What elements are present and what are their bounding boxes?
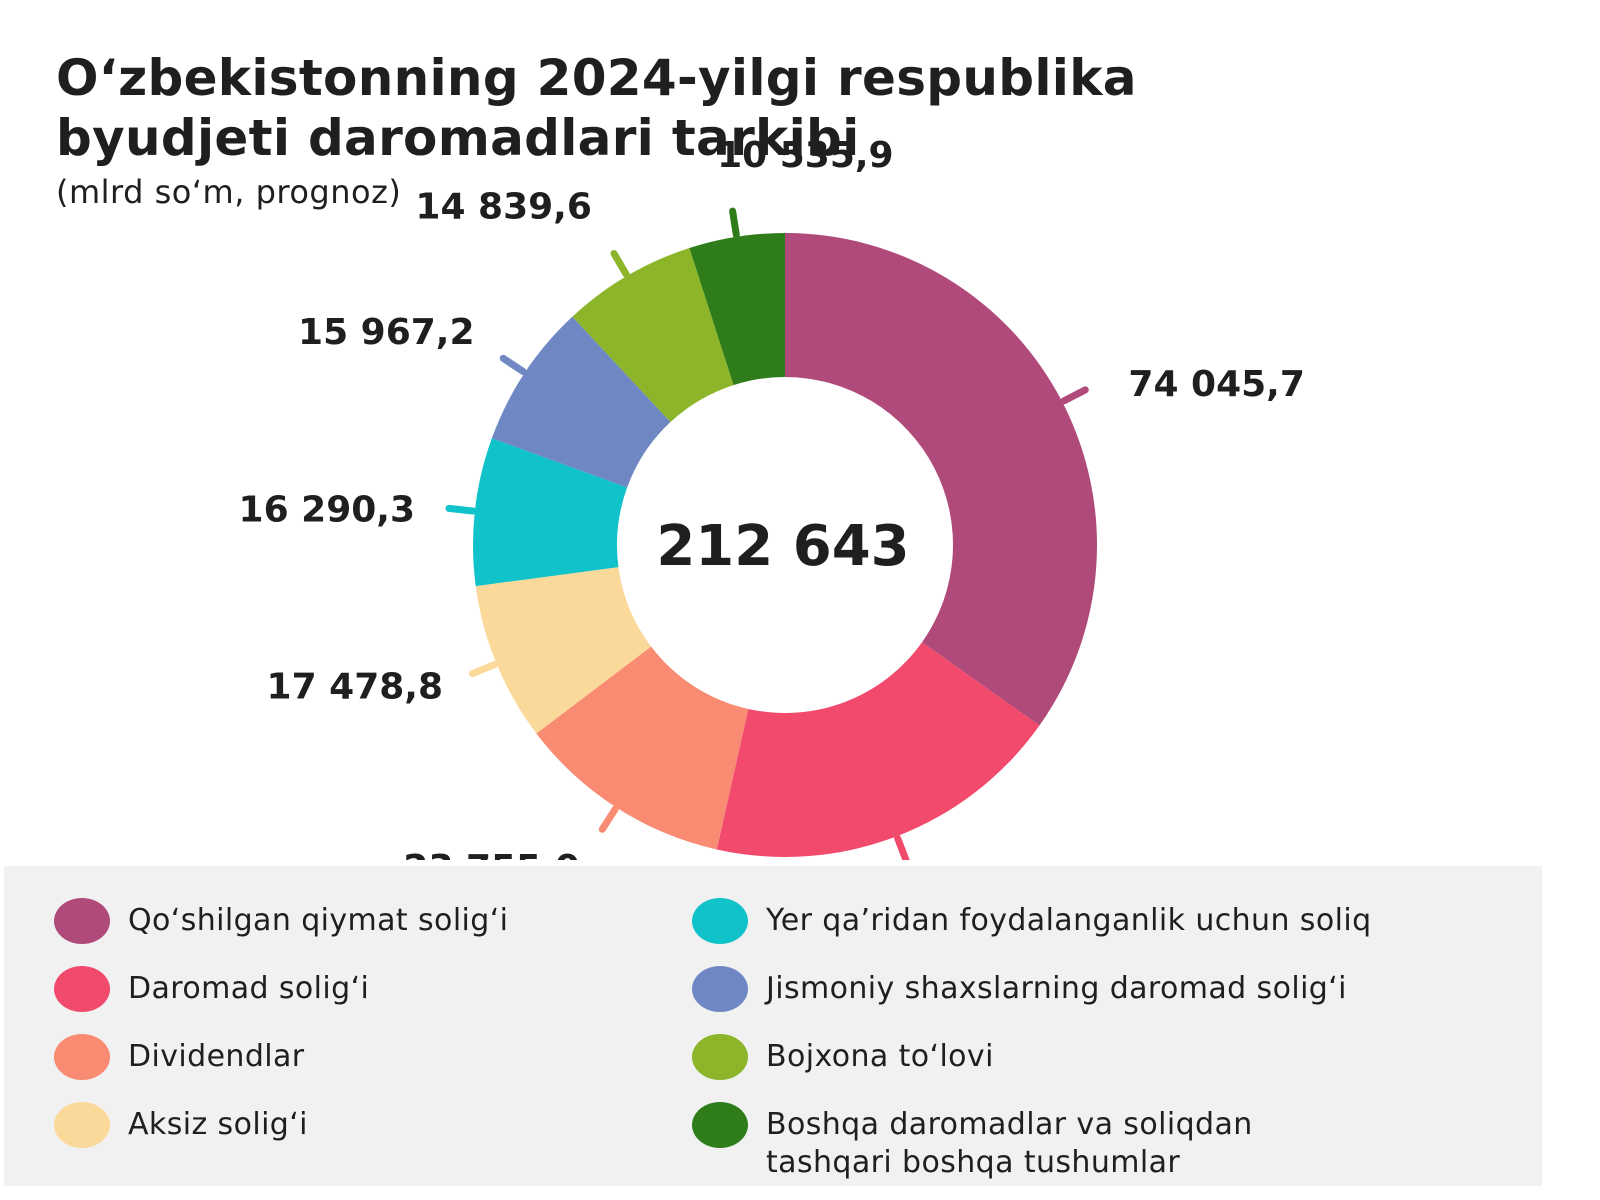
leader-line [1060, 386, 1089, 405]
legend-swatch [54, 966, 110, 1012]
chart-title: O‘zbekistonning 2024-yilgi respublika by… [56, 48, 1137, 168]
legend-item: Yer qa’ridan foydalanganlik uchun soliq [692, 898, 1372, 944]
legend-swatch [692, 898, 748, 944]
slice-value-label: 16 290,3 [239, 490, 416, 531]
donut-slice [475, 567, 652, 734]
legend-label: Yer qa’ridan foydalanganlik uchun soliq [766, 903, 1372, 938]
legend-label: Aksiz solig‘i [128, 1107, 308, 1142]
legend-swatch [692, 966, 748, 1012]
legend-swatch [54, 1034, 110, 1080]
chart-legend: Qo‘shilgan qiymat solig‘i Daromad solig‘i… [4, 866, 1542, 1186]
leader-line [729, 207, 740, 239]
donut-slice [716, 642, 1040, 857]
legend-label: Bojxona to‘lovi [766, 1039, 994, 1074]
chart-subtitle: (mlrd so‘m, prognoz) [56, 173, 402, 211]
legend-item: Boshqa daromadlar va soliqdan tashqari b… [692, 1102, 1253, 1182]
leader-line [610, 249, 630, 278]
legend-item: Daromad solig‘i [54, 966, 369, 1012]
leader-line [499, 354, 527, 376]
slice-value-label: 74 045,7 [1128, 364, 1305, 405]
donut-slice [473, 438, 628, 587]
donut-chart: 74 045,739 730,523 755,017 478,816 290,3… [239, 135, 1305, 860]
legend-swatch [692, 1102, 748, 1148]
slice-value-label: 14 839,6 [415, 187, 592, 228]
slice-value-label: 10 535,9 [717, 135, 894, 176]
legend-label: Qo‘shilgan qiymat solig‘i [128, 903, 509, 938]
legend-swatch [54, 898, 110, 944]
total-value: 212 643 [656, 514, 909, 579]
legend-label: Dividendlar [128, 1039, 305, 1074]
donut-slice [572, 247, 734, 423]
legend-item: Bojxona to‘lovi [692, 1034, 994, 1080]
leader-line [894, 834, 910, 860]
legend-item: Qo‘shilgan qiymat solig‘i [54, 898, 508, 944]
legend-label: Daromad solig‘i [128, 971, 370, 1006]
donut-slice [785, 233, 1097, 726]
legend-item: Jismoniy shaxslarning daromad solig‘i [692, 966, 1347, 1012]
leader-line [598, 805, 619, 833]
leader-line [445, 504, 477, 515]
legend-swatch [54, 1102, 110, 1148]
legend-swatch [692, 1034, 748, 1080]
donut-slice [689, 233, 785, 386]
chart-title-line2: byudjeti daromadlari tarkibi [56, 109, 860, 167]
donut-slice [491, 316, 671, 488]
legend-item: Dividendlar [54, 1034, 305, 1080]
leader-line [468, 660, 499, 678]
chart-title-line1: O‘zbekistonning 2024-yilgi respublika [56, 49, 1137, 107]
legend-label: Boshqa daromadlar va soliqdan tashqari b… [766, 1107, 1253, 1180]
slice-value-label: 17 478,8 [267, 667, 444, 708]
slice-value-label: 15 967,2 [298, 312, 475, 353]
donut-slice [536, 646, 749, 850]
legend-item: Aksiz solig‘i [54, 1102, 308, 1148]
legend-label: Jismoniy shaxslarning daromad solig‘i [766, 971, 1347, 1006]
slice-value-label: 23 755,0 [403, 848, 580, 860]
